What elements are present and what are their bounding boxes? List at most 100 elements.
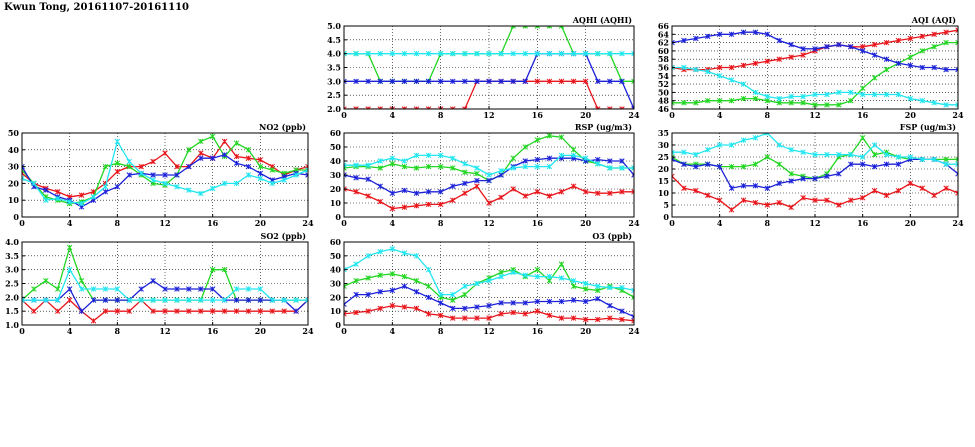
data-point [233, 297, 240, 303]
data-point [377, 289, 384, 295]
data-point [43, 187, 49, 193]
data-point [681, 161, 687, 167]
data-point [607, 284, 613, 291]
data-point [269, 167, 276, 173]
y-tick-label: 3.0 [5, 265, 19, 275]
data-point [704, 33, 711, 40]
x-tick-label: 20 [905, 218, 917, 228]
rsp-chart: 0 4 8 12 16 20 24 0 10 20 30 40 50 60 RSP (ug/m3) [330, 122, 640, 228]
data-point [955, 190, 958, 196]
data-point [138, 286, 144, 292]
y-tick-label: 58 [658, 54, 670, 64]
data-point [401, 187, 408, 194]
data-point [150, 177, 156, 183]
data-point [907, 154, 914, 160]
data-point [197, 150, 204, 156]
y-tick-label: 10 [330, 306, 342, 316]
data-point [522, 193, 529, 199]
data-point [413, 253, 420, 259]
data-point [955, 161, 958, 167]
data-point [907, 95, 914, 102]
data-point [836, 151, 842, 158]
data-point [582, 50, 589, 57]
data-point [401, 78, 408, 85]
data-point [510, 50, 516, 57]
data-point [764, 185, 771, 191]
y-tick-label: 10 [330, 198, 342, 208]
data-point [570, 315, 577, 321]
y-tick-label: 30 [8, 162, 20, 172]
chart-title-fsp: FSP (ug/m3) [900, 122, 956, 132]
data-point [895, 91, 902, 98]
data-point [401, 204, 408, 210]
data-point [413, 305, 420, 312]
data-point [582, 298, 589, 305]
data-point [413, 289, 420, 295]
data-point [847, 89, 854, 96]
data-point [943, 66, 949, 73]
data-point [174, 172, 180, 178]
data-point [672, 154, 675, 160]
data-point [883, 192, 890, 199]
series-blue [344, 50, 634, 109]
data-point [570, 50, 577, 57]
data-point [546, 78, 553, 85]
data-point [764, 97, 771, 104]
series-cyan [22, 266, 308, 303]
y-tick-label: 4.5 [327, 35, 341, 45]
x-tick-label: 8 [115, 326, 121, 336]
data-point [114, 160, 121, 166]
data-point [78, 286, 85, 292]
data-point [907, 54, 914, 60]
data-point [437, 163, 444, 170]
data-point [474, 177, 480, 184]
data-point [462, 161, 468, 167]
data-point [474, 315, 480, 321]
y-tick-label: 4.0 [5, 237, 19, 247]
data-point [353, 78, 359, 85]
data-point [233, 153, 240, 160]
data-point [389, 246, 396, 252]
data-point [449, 50, 456, 57]
data-point [883, 39, 890, 46]
data-point [486, 315, 492, 321]
data-point [174, 163, 180, 170]
data-point [221, 180, 228, 187]
data-point [498, 168, 504, 174]
x-tick-label: 0 [341, 110, 347, 120]
y-tick-label: 60 [330, 237, 342, 247]
data-point [546, 26, 553, 29]
data-point [245, 163, 252, 170]
data-point [883, 151, 890, 158]
data-point [389, 155, 396, 161]
data-point [126, 158, 133, 165]
data-point [43, 277, 49, 284]
y-tick-label: 56 [658, 63, 670, 73]
data-point [344, 172, 347, 178]
x-tick-label: 12 [809, 110, 820, 120]
series-line-green [22, 245, 308, 301]
data-point [631, 172, 634, 178]
data-point [377, 272, 384, 278]
y-tick-label: 30 [658, 140, 670, 150]
data-point [534, 78, 541, 85]
data-point [534, 298, 541, 305]
data-point [788, 54, 794, 60]
data-point [740, 62, 747, 69]
x-tick-label: 12 [159, 218, 170, 228]
data-point [752, 95, 759, 102]
data-point [558, 50, 565, 57]
data-point [365, 193, 371, 199]
x-tick-label: 0 [669, 110, 675, 120]
data-point [800, 100, 806, 106]
data-point [728, 77, 735, 83]
data-point [66, 266, 73, 273]
data-point [594, 106, 601, 109]
y-tick-label: 1.5 [5, 306, 19, 316]
data-point [764, 31, 771, 38]
data-point [776, 142, 783, 148]
data-point [955, 156, 958, 163]
data-point [413, 106, 420, 109]
data-point [800, 52, 806, 58]
data-point [619, 189, 625, 195]
